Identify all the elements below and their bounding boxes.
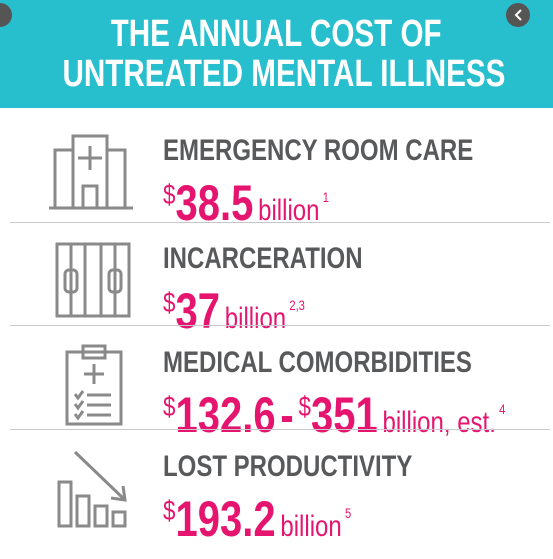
currency: $ [163,179,176,210]
clipboard-icon [65,344,123,426]
unit: billion [280,510,342,543]
unit: billion [224,302,287,335]
item-row: MEDICAL COMORBIDITIES $132.6- $351 billion,… [0,326,553,442]
amount: 38.5 [175,175,254,231]
amount: 132.6 [175,387,276,443]
amount-line: $38.5 billion 1 [163,168,473,243]
item-label: LOST PRODUCTIVITY [163,450,413,483]
prev-button[interactable] [0,3,12,27]
divider [10,429,550,430]
footnote: 5 [344,505,352,521]
amount: 351 [310,387,378,443]
amount: 193.2 [175,491,276,547]
nav-buttons[interactable] [0,0,553,40]
amount-line: $193.2 billion 5 [163,484,412,559]
footnote: 1 [322,189,329,205]
title-line: THE ANNUAL COST OF [0,14,553,54]
range-separator: - [280,387,294,443]
item-label: MEDICAL COMORBIDITIES [163,346,472,379]
hospital-icon [49,134,133,210]
item-content: MEDICAL COMORBIDITIES $132.6- $351 billion,… [163,346,505,455]
footnote: 4 [499,401,506,417]
currency: $ [163,391,176,422]
decline-chart-icon [57,450,127,528]
next-button[interactable] [506,3,530,27]
footnote: 2,3 [289,297,305,313]
currency: $ [163,495,176,526]
title-text: UNTREATED MENTAL ILLNESS [62,53,506,95]
item-row: INCARCERATION $37 billion 2,3 [0,222,553,338]
currency: $ [298,391,311,422]
unit: billion, est. [382,406,496,439]
item-row: LOST PRODUCTIVITY $193.2 billion 5 [0,430,553,546]
unit: billion [258,194,320,227]
title-line: UNTREATED MENTAL ILLNESS [0,54,553,94]
jail-icon [55,242,131,318]
amount-line: $132.6- $351 billion, est. 4 [163,380,505,455]
amount: 37 [175,283,220,339]
item-content: LOST PRODUCTIVITY $193.2 billion 5 [163,450,412,559]
divider [10,222,550,223]
item-content: INCARCERATION $37 billion 2,3 [163,242,363,351]
item-label: EMERGENCY ROOM CARE [163,134,474,167]
item-label: INCARCERATION [163,242,363,275]
item-content: EMERGENCY ROOM CARE $38.5 billion 1 [163,134,473,243]
header: THE ANNUAL COST OF UNTREATED MENTAL ILLN… [0,0,553,108]
divider [10,325,550,326]
item-row: EMERGENCY ROOM CARE $38.5 billion 1 [0,114,553,230]
amount-line: $37 billion 2,3 [163,276,363,351]
page: {"header": {"title": ["THE ANNUAL COST O… [0,0,553,546]
currency: $ [163,287,176,318]
title-text: THE ANNUAL COST OF [111,13,442,55]
